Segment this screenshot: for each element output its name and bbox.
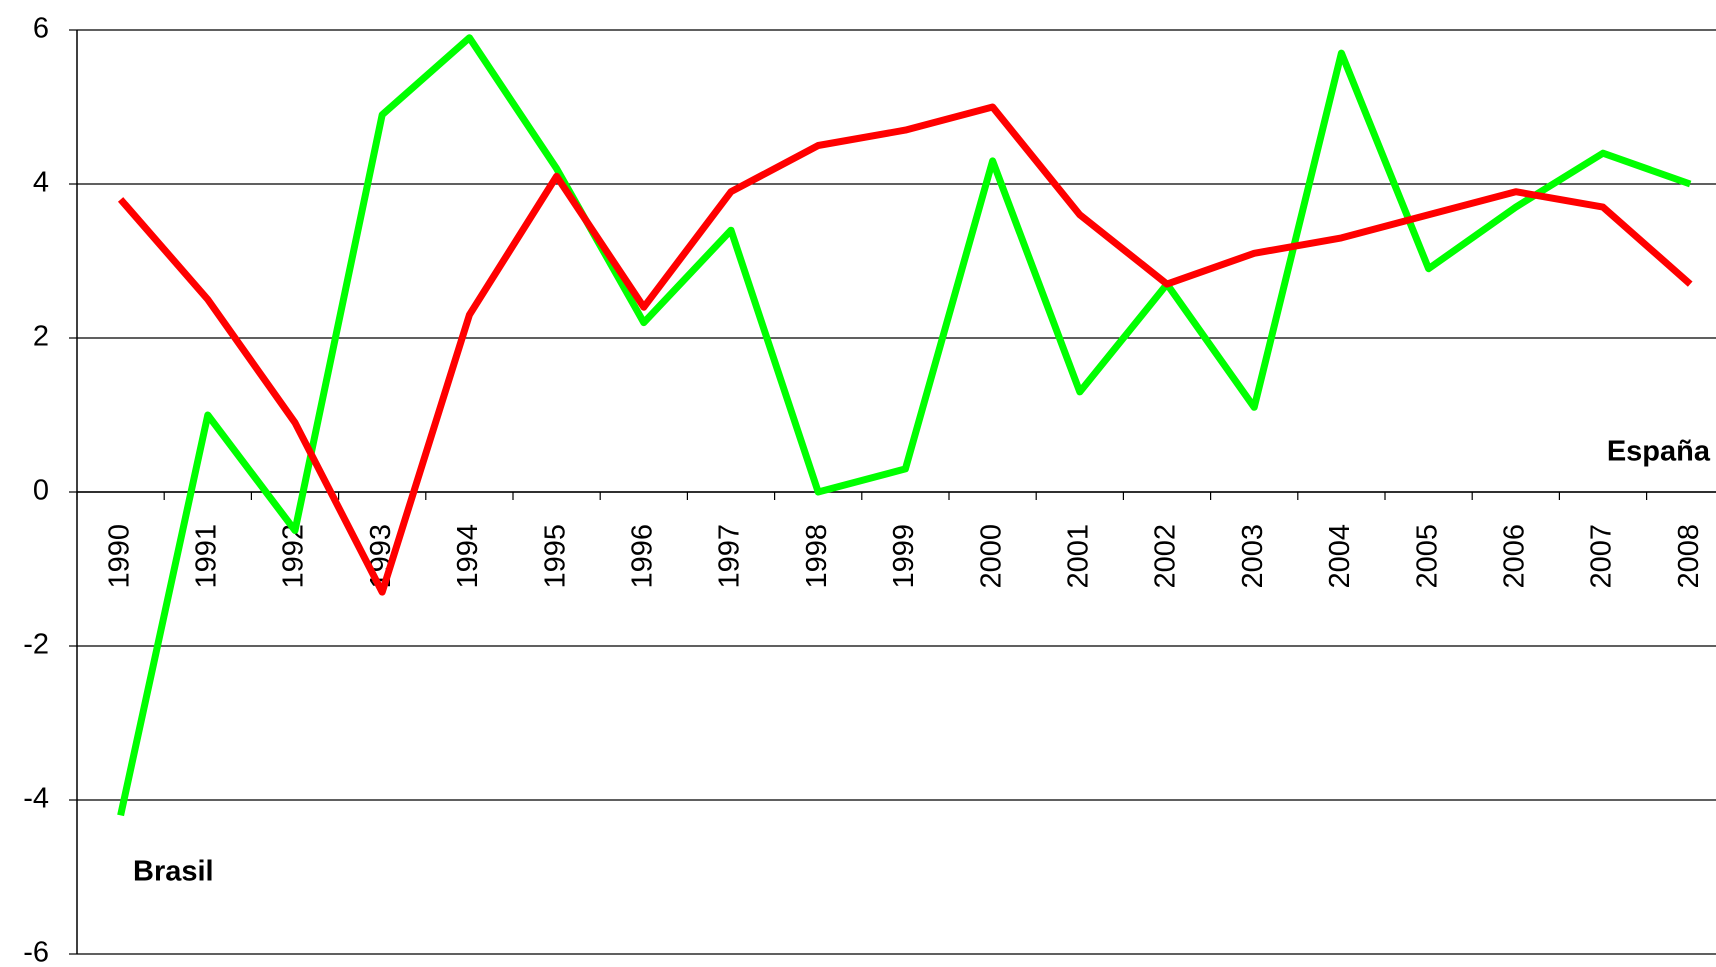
series-line	[117, 103, 1693, 596]
y-tick-label: -4	[23, 783, 49, 815]
series-label: España	[1607, 436, 1711, 468]
x-tick-label: 1996	[626, 524, 658, 589]
y-tick-label: -2	[23, 629, 49, 661]
y-tick-label: 6	[33, 13, 49, 45]
x-tick-label: 2002	[1150, 524, 1182, 589]
series-line	[117, 34, 1692, 817]
x-tick-label: 1991	[190, 524, 222, 589]
x-tick-label: 2003	[1237, 524, 1269, 589]
x-tick-label: 2001	[1062, 524, 1094, 589]
series-label: Brasil	[133, 856, 214, 888]
x-tick-label: 2007	[1586, 524, 1618, 589]
y-tick-label: 2	[33, 321, 49, 353]
y-tick-label: 0	[33, 475, 49, 507]
x-tick-label: 2006	[1498, 524, 1530, 589]
x-tick-label: 1990	[103, 524, 135, 589]
x-tick-label: 1998	[801, 524, 833, 589]
x-tick-label: 2008	[1673, 524, 1705, 589]
x-tick-label: 1994	[452, 524, 484, 589]
x-tick-label: 2004	[1324, 524, 1356, 589]
x-tick-label: 2000	[975, 524, 1007, 589]
x-tick-label: 2005	[1411, 524, 1443, 589]
x-tick-label: 1992	[278, 524, 310, 589]
y-tick-label: 4	[33, 167, 49, 199]
x-tick-label: 1995	[539, 524, 571, 589]
x-tick-label: 1997	[714, 524, 746, 589]
x-tick-label: 1999	[888, 524, 920, 589]
y-tick-label: -6	[23, 937, 49, 967]
